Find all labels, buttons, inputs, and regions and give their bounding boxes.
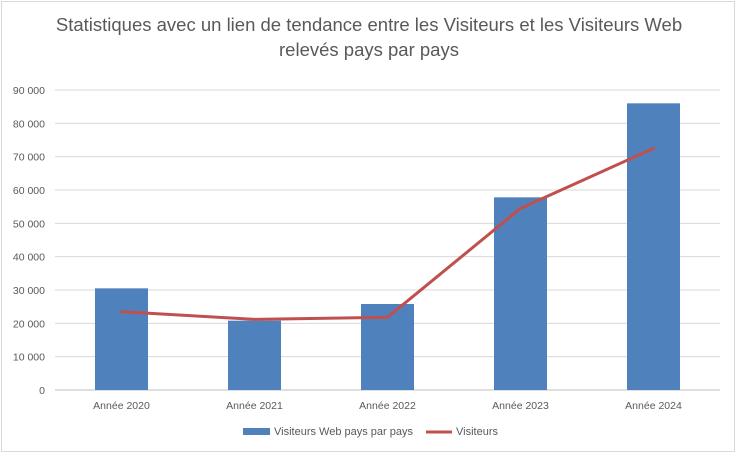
legend-label-visitors: Visiteurs	[456, 426, 498, 438]
y-tick-label: 20 000	[13, 318, 45, 330]
chart-title-line-2: relevés pays par pays	[279, 39, 459, 60]
x-axis: Année 2020 Année 2021 Année 2022 Année 2023…	[93, 400, 682, 412]
y-axis: 0 10 000 20 000 30 000 40 000 50 000 60 000 70 …	[13, 85, 45, 397]
x-tick-label: Année 2020	[93, 400, 150, 412]
line-series	[120, 146, 655, 321]
legend-swatch-web-visitors	[243, 428, 270, 435]
y-tick-label: 30 000	[13, 285, 45, 297]
legend: Visiteurs Web pays par pays Visiteurs	[243, 426, 498, 438]
y-tick-label: 90 000	[13, 85, 45, 97]
x-tick-label: Année 2022	[359, 400, 416, 412]
y-tick-label: 0	[39, 385, 45, 397]
series-line-visitors	[120, 146, 655, 321]
legend-label-web-visitors: Visiteurs Web pays par pays	[274, 426, 413, 438]
y-tick-label: 60 000	[13, 185, 45, 197]
y-tick-label: 80 000	[13, 118, 45, 130]
bar	[494, 197, 547, 390]
y-tick-label: 10 000	[13, 352, 45, 364]
y-tick-label: 40 000	[13, 252, 45, 264]
y-tick-label: 70 000	[13, 152, 45, 164]
chart-title: Statistiques avec un lien de tendance en…	[0, 12, 738, 62]
x-tick-label: Année 2024	[625, 400, 682, 412]
chart-title-line-1: Statistiques avec un lien de tendance en…	[55, 14, 683, 35]
bar-series	[95, 103, 680, 390]
x-tick-label: Année 2023	[492, 400, 549, 412]
y-tick-label: 50 000	[13, 218, 45, 230]
bar	[627, 103, 680, 390]
bar	[228, 320, 281, 390]
x-tick-label: Année 2021	[226, 400, 283, 412]
bar	[95, 288, 148, 390]
